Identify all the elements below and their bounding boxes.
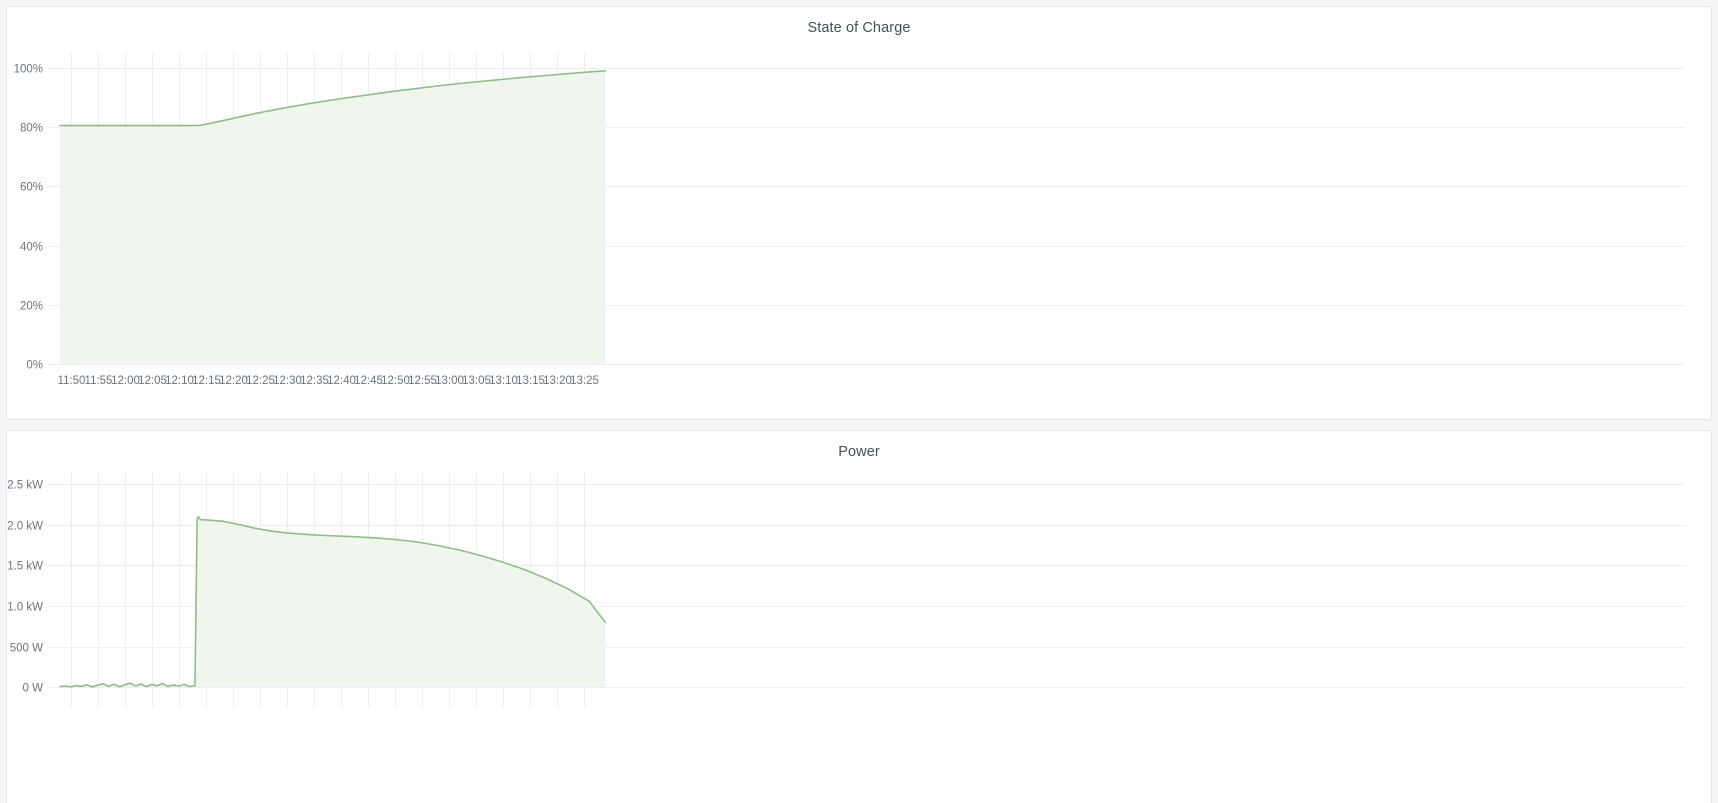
series-line-path: [59, 69, 607, 127]
x-axis-tick-label: 12:40: [327, 375, 356, 387]
x-axis-tick-label: 12:50: [381, 375, 410, 387]
x-axis-tick-label: 12:55: [408, 375, 437, 387]
y-axis-tick-label: 1.5 kW: [7, 561, 43, 573]
x-axis-tick-label: 13:10: [489, 375, 518, 387]
y-axis-tick-label: 0%: [26, 360, 43, 372]
x-axis-tick-label: 12:20: [219, 375, 248, 387]
x-axis-tick-label: 13:25: [570, 375, 599, 387]
x-axis-tick-label: 11:55: [85, 375, 113, 387]
x-axis-tick-label: 12:10: [165, 375, 194, 387]
y-axis-tick-label: 500 W: [10, 643, 43, 655]
x-axis-tick-label: 12:35: [300, 375, 329, 387]
y-axis-tick-label: 20%: [20, 301, 43, 313]
panel-title-state-of-charge: State of Charge: [807, 20, 911, 36]
y-axis-tick-label: 60%: [20, 182, 43, 194]
y-axis-tick-label: 0 W: [23, 683, 44, 695]
panel-title-power: Power: [838, 444, 880, 460]
y-axis-tick-label: 2.0 kW: [7, 521, 43, 533]
x-axis-tick-label: 12:05: [138, 375, 167, 387]
x-axis-tick-label: 12:00: [111, 375, 140, 387]
y-axis-tick-label: 80%: [20, 123, 43, 135]
y-axis-tick-label: 1.0 kW: [7, 602, 43, 614]
chart-state-of-charge[interactable]: 0% 20% 40% 60% 80% 100% 11:50 11:55 12:00 12:05 12…: [7, 7, 1711, 419]
x-axis-tick-label: 12:25: [246, 375, 275, 387]
x-axis-tick-label: 13:15: [516, 375, 545, 387]
panel-power: Power 0 W 500 W 1.0 kW 1.5 kW 2.0 kW 2.5 kW: [6, 430, 1712, 803]
y-axis-tick-label: 40%: [20, 242, 43, 254]
chart-svg-power: 0 W 500 W 1.0 kW 1.5 kW 2.0 kW 2.5 kW: [7, 472, 1685, 707]
series-area-fill: [60, 516, 606, 688]
series-line-path: [59, 515, 607, 688]
x-axis-tick-label: 13:05: [462, 375, 491, 387]
x-axis-tick-label: 11:50: [58, 375, 86, 387]
chart-power[interactable]: 0 W 500 W 1.0 kW 1.5 kW 2.0 kW 2.5 kW: [7, 431, 1711, 803]
panel-state-of-charge: State of Charge 0% 20% 40% 60% 80% 100% 11:50 1…: [6, 6, 1712, 420]
x-axis-tick-label: 12:45: [354, 375, 383, 387]
chart-svg-state-of-charge: 0%20%40%60%80%100%11:50 11:5512:0012:0512…: [14, 53, 1685, 387]
x-axis-tick-label: 13:00: [435, 375, 464, 387]
series-area-fill: [60, 70, 606, 364]
x-axis-tick-label: 12:30: [273, 375, 302, 387]
x-axis-tick-label: 12:15: [192, 375, 221, 387]
y-axis-tick-label: 100%: [14, 64, 43, 76]
y-axis-tick-label: 2.5 kW: [7, 480, 43, 492]
x-axis-tick-label: 13:20: [543, 375, 572, 387]
